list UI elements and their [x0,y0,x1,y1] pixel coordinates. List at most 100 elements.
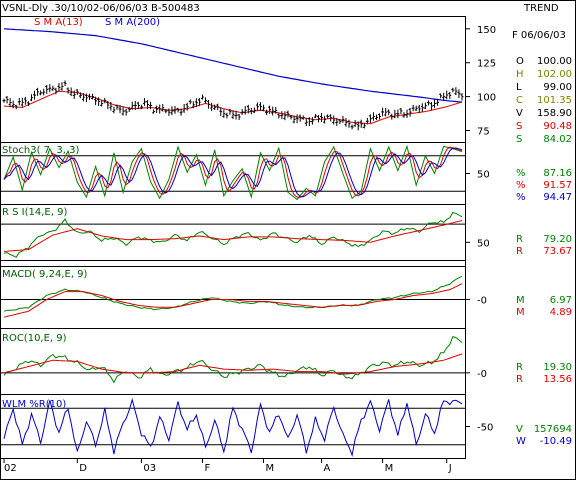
price-bar [234,110,238,120]
price-bar [133,101,137,110]
price-bar [57,82,61,92]
price-bar [304,118,308,127]
price-bar [426,100,430,106]
price-bar [310,117,314,125]
stoch-y-tick-label: 50 [477,170,490,181]
info-value: 90.48 [543,121,572,132]
stoch-slow-line [3,147,463,198]
price-bar [307,117,311,127]
price-bar [78,92,82,99]
price-bar [69,87,73,97]
price-bar [170,106,174,116]
price-bar [329,114,333,122]
price-bar [155,105,159,113]
sma-short-legend: S M A(13) [34,17,83,28]
price-bar [460,93,464,101]
price-bar [84,93,88,103]
roc-panel-label: ROC(10,E, 9) [2,333,67,344]
price-bar [405,109,409,118]
price-bar [33,90,37,100]
roc-y-tick-label: -0 [477,369,487,380]
x-tick-label: D [79,463,87,474]
price-bar [17,98,21,106]
price-bar [115,104,119,110]
price-bar [417,104,421,114]
price-bar [29,94,33,102]
price-bar [228,108,232,115]
price-bar [283,111,287,121]
roc-readout-key: R [516,362,523,373]
price-bar [5,95,9,104]
price-bar [362,123,366,129]
info-value: 101.35 [537,95,572,106]
macd-readout-key: M [516,307,525,318]
price-bar [213,104,217,110]
price-bar [429,101,433,111]
price-bar [338,119,342,124]
price-bar [36,87,40,96]
price-bar [237,114,241,120]
info-value: 99.00 [543,82,572,93]
price-bar [60,82,64,91]
price-bar [359,119,363,128]
price-bar [164,109,168,114]
price-bar [42,88,46,96]
price-bar [112,106,116,114]
info-panel: F 06/06/03 [512,30,566,41]
rsi-panel-label: R S I(14,E, 9) [2,207,67,218]
price-bar [332,115,336,125]
price-bar [301,115,305,120]
info-key: O [516,56,524,67]
price-bar [66,87,70,94]
price-bar [51,85,55,91]
price-bar [139,104,143,110]
rsi-y-tick-label: 50 [477,238,490,249]
price-bar [185,102,189,111]
price-bar [442,92,446,101]
price-bar [243,106,247,115]
price-bar [313,113,317,119]
wlm-readout-key: W [516,436,526,447]
chart-title: VSNL-Dly .30/10/02-06/06/03 B-500483 [2,3,200,14]
price-bar [161,103,165,112]
price-bar [384,107,388,117]
trend-label: TREND [523,3,559,14]
price-bar [265,109,269,115]
price-bar [136,101,140,109]
price-bar [396,109,400,119]
price-bar [390,113,394,120]
price-bar [323,115,327,124]
price-bar [182,103,186,113]
price-bar [48,84,52,93]
stoch-d-line [3,146,463,198]
price-bar [387,109,391,116]
price-bar [200,94,204,100]
price-bar [81,92,85,102]
macd-signal-line [3,283,463,318]
price-bar [353,120,357,127]
price-bar [320,113,324,122]
x-tick-label: M [266,463,275,474]
price-bar [344,117,348,127]
price-bar [222,109,226,118]
price-bar [179,108,183,116]
price-bar [436,98,440,106]
price-bar [420,103,424,113]
rsi-readout-key: R [516,246,523,257]
price-bar [197,98,201,107]
price-bar [258,102,262,111]
roc-signal-line [3,353,463,375]
price-bar [341,115,345,123]
price-bar [402,112,406,118]
rsi-readout-value: 79.20 [543,234,572,245]
price-bar [231,110,235,119]
info-key: S [516,134,522,145]
price-bar [381,107,385,117]
price-y-tick-label: 150 [477,25,496,36]
price-bar [335,118,339,126]
info-date: F 06/06/03 [512,30,566,41]
price-bar [411,104,415,112]
stoch-readout-value: 87.16 [543,168,572,179]
